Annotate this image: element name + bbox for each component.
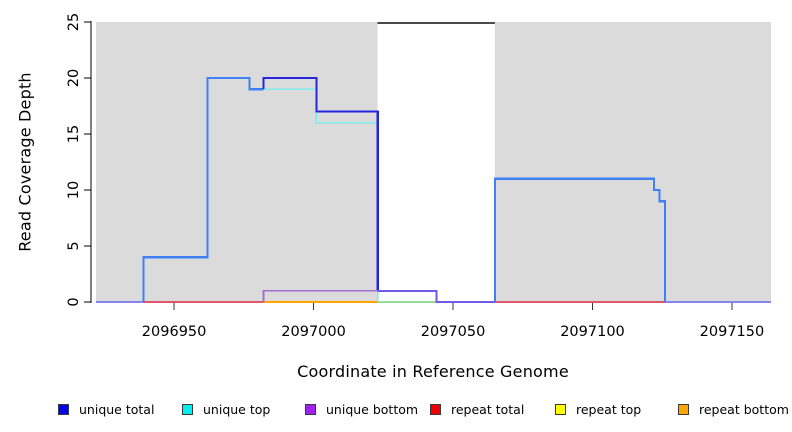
legend-item-unique-top: unique top — [182, 400, 270, 418]
legend-label-repeat-total: repeat total — [451, 401, 525, 417]
legend-label-repeat-bottom: repeat bottom — [699, 401, 789, 417]
legend-swatch-unique-top — [182, 403, 193, 415]
uncovered-gap — [377, 22, 495, 302]
legend-label-unique-top: unique top — [203, 401, 271, 417]
unique-total-gap — [377, 289, 495, 303]
legend-swatch-unique-total — [58, 403, 69, 415]
unique-bottom-line — [262, 289, 378, 302]
legend-label-unique-bottom: unique bottom — [326, 401, 419, 417]
legend-swatch-repeat-top — [555, 403, 566, 415]
x-tick-label: 2097050 — [421, 324, 486, 340]
legend-item-repeat-top: repeat top — [555, 400, 641, 418]
y-tick-label: 0 — [66, 297, 82, 306]
x-tick-label: 2096950 — [142, 324, 207, 340]
legend: unique total unique top unique bottom repea… — [0, 400, 792, 420]
x-tick-label: 2097150 — [700, 324, 765, 340]
legend-label-unique-total: unique total — [79, 401, 155, 417]
legend-swatch-repeat-bottom — [678, 403, 689, 415]
unique-total-mid — [262, 76, 379, 291]
y-tick-label: 15 — [66, 125, 82, 143]
legend-item-repeat-bottom: repeat bottom — [678, 400, 789, 418]
legend-swatch-unique-bottom — [305, 403, 316, 415]
y-tick-label: 25 — [66, 13, 82, 31]
legend-swatch-repeat-total — [430, 403, 441, 415]
legend-label-repeat-top: repeat top — [576, 401, 642, 417]
covered-region-right — [494, 22, 771, 302]
y-tick-label: 10 — [66, 181, 82, 199]
x-tick-label: 2097000 — [281, 324, 346, 340]
unique-total-right — [493, 177, 667, 302]
legend-item-unique-bottom: unique bottom — [305, 400, 418, 418]
y-tick-label: 20 — [66, 69, 82, 87]
legend-item-repeat-total: repeat total — [430, 400, 524, 418]
unique-total-left — [142, 76, 264, 302]
x-tick-label: 2097100 — [560, 324, 625, 340]
covered-region-left — [96, 22, 378, 302]
x-axis-title: Coordinate in Reference Genome — [297, 362, 569, 381]
y-tick-label: 5 — [66, 241, 82, 250]
y-axis-title: Read Coverage Depth — [15, 72, 35, 252]
legend-item-unique-total: unique total — [58, 400, 154, 418]
